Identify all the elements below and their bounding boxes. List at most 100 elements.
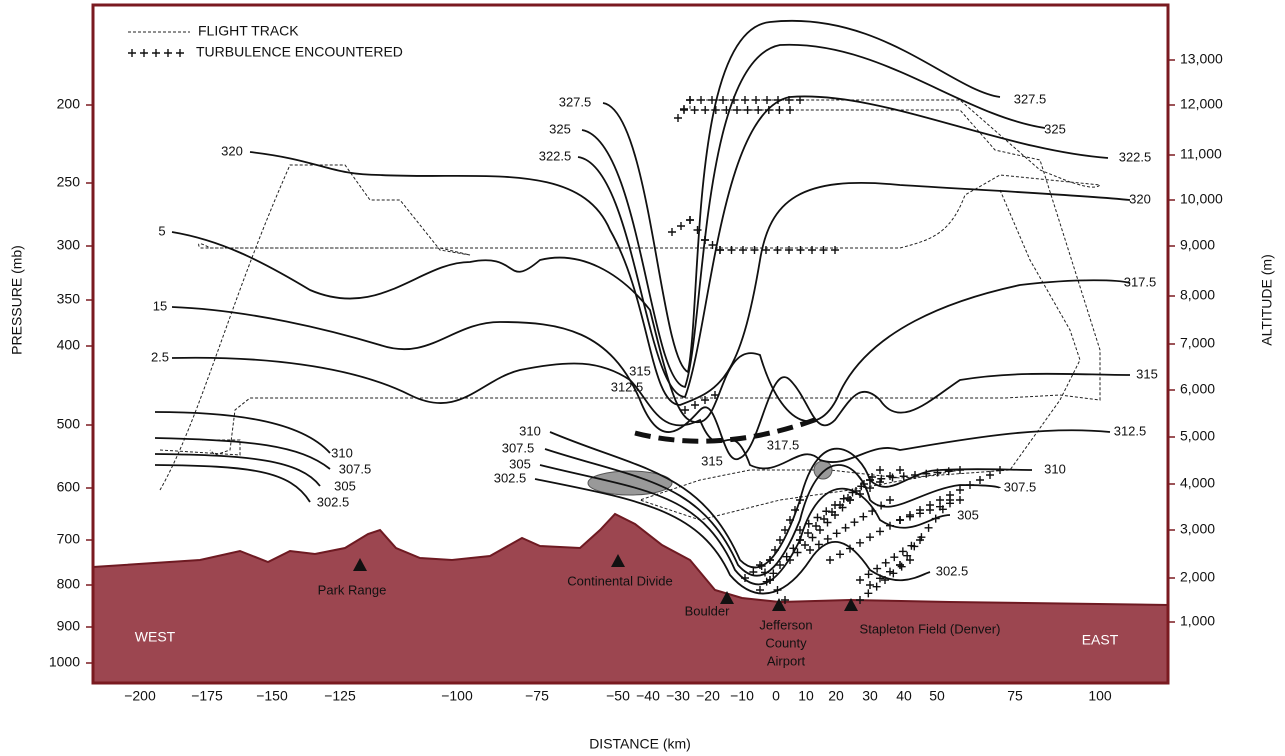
turbulence-cross (866, 533, 874, 542)
x-tick-label: −50 (606, 688, 630, 704)
y-tick-label: 250 (57, 174, 81, 190)
x-tick-label: −150 (256, 688, 288, 704)
peak-marker (720, 591, 734, 604)
turbulence-cross (944, 467, 953, 476)
contour-label: 317.5 (767, 437, 800, 452)
contour-label: 320 (1129, 191, 1151, 206)
contour-label: 322.5 (539, 148, 572, 163)
turbulence-cross (766, 576, 774, 584)
turbulence-cross (701, 106, 710, 114)
turbulence-cross (823, 534, 832, 543)
turbulence-cross (781, 526, 789, 534)
turbulence-cross (722, 106, 731, 114)
turbulence-cross (857, 482, 866, 491)
turbulence-cross (856, 596, 864, 604)
y-tick-label: 300 (57, 237, 81, 253)
peak-marker (353, 558, 367, 571)
x-tick-label: −75 (525, 688, 549, 704)
peak-marker (844, 598, 858, 611)
turbulence-cross (152, 49, 160, 57)
turbulence-cross (776, 536, 784, 544)
turbulence-cross (864, 589, 873, 598)
contour-label: 305 (334, 478, 356, 493)
turbulence-cross (808, 533, 817, 542)
x-tick-label: −10 (730, 688, 754, 704)
turbulence-cross (711, 106, 720, 114)
turbulence-cross (848, 488, 857, 497)
contour-label: 302.5 (494, 470, 527, 485)
legend-label: TURBULENCE ENCOUNTERED (196, 44, 403, 60)
turbulence-cross (727, 246, 736, 254)
turbulence-cross (690, 106, 699, 114)
y-axis-title: PRESSURE (mb) (9, 245, 25, 355)
y2-tick-label: 13,000 (1180, 51, 1223, 67)
x-tick-label: −40 (636, 688, 660, 704)
turbulence-cross (774, 96, 782, 104)
contour-label: 307.5 (502, 440, 535, 455)
contour-label: 320 (221, 143, 243, 158)
y2-tick-label: 6,000 (1180, 381, 1215, 397)
turbulence-cross (697, 96, 705, 104)
x-tick-label: 20 (828, 688, 844, 704)
turbulence-cross (831, 246, 839, 254)
turbulence-cross (916, 509, 924, 518)
turbulence-cross (756, 561, 764, 569)
contour-label: 317.5 (1124, 274, 1157, 289)
turbulence-cross (850, 518, 859, 527)
turbulence-cross (813, 513, 822, 522)
turbulence-cross (701, 396, 709, 404)
turbulence-cross (856, 490, 864, 498)
place-label: Jefferson (759, 617, 812, 632)
x-tick-label: −100 (441, 688, 473, 704)
x-tick-label: −175 (191, 688, 223, 704)
turbulence-cross (873, 564, 882, 573)
y-tick-label: 1000 (49, 654, 80, 670)
turbulence-cross (888, 473, 897, 482)
turbulence-cross (922, 469, 931, 478)
turbulence-cross (976, 476, 984, 484)
turbulence-cross (701, 236, 709, 244)
turbulence-cross (741, 96, 749, 104)
turbulence-cross (866, 476, 874, 484)
turbulence-cross (796, 496, 804, 504)
y-tick-label: 900 (57, 618, 81, 634)
turbulence-cross (793, 548, 802, 557)
place-label: County (765, 635, 807, 650)
turbulence-cross (716, 246, 724, 254)
place-label: Park Range (318, 582, 387, 597)
turbulence-cross (786, 516, 794, 524)
terrain (92, 512, 1169, 684)
turbulence-cross (910, 542, 919, 551)
turbulence-cross (917, 533, 926, 542)
turbulence-cross (686, 96, 694, 104)
turbulence-cross (708, 96, 716, 104)
y2-tick-label: 5,000 (1180, 428, 1215, 444)
y-tick-label: 350 (57, 291, 81, 307)
turbulence-cross (876, 527, 884, 536)
turbulence-cross (881, 576, 889, 584)
contour-label: 305 (509, 456, 531, 471)
turbulence-cross (936, 502, 944, 511)
turbulence-cross (764, 106, 773, 114)
contour-label: 325 (549, 121, 571, 136)
turbulence-cross (890, 553, 899, 562)
turbulence-cross (898, 547, 907, 556)
turbulence-cross (946, 499, 954, 508)
turbulence-cross (786, 556, 794, 564)
legend: FLIGHT TRACK TURBULENCE ENCOUNTERED (128, 23, 403, 60)
turbulence-cross (686, 216, 694, 224)
turbulence-cross (889, 569, 898, 578)
turbulence-cross (956, 486, 964, 494)
turbulence-cross (730, 96, 738, 104)
turbulence-cross (956, 496, 964, 504)
contour-label: 302.5 (317, 494, 350, 509)
x-tick-label: 75 (1007, 688, 1023, 704)
place-label: Airport (767, 653, 806, 668)
turbulence-cross (766, 556, 774, 564)
region-label: EAST (1082, 632, 1119, 648)
contour-label: 327.5 (1014, 91, 1047, 106)
turbulence-cross (838, 503, 847, 512)
turbulence-cross (761, 568, 769, 577)
turbulence-cross (868, 507, 877, 516)
turbulence-cross (749, 568, 758, 576)
